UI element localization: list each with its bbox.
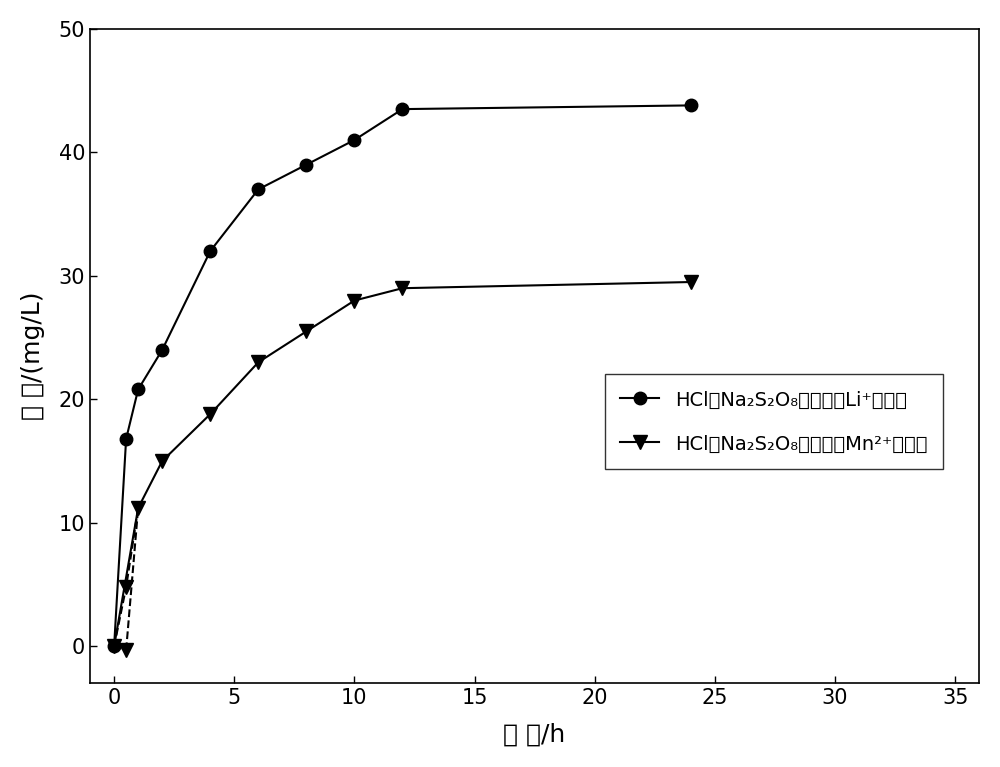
Y-axis label: 浓 度/(mg/L): 浓 度/(mg/L) [21, 292, 45, 420]
Legend: HCl和Na₂S₂O₈为脱锂剂Li⁺脱出量, HCl和Na₂S₂O₈为脱锂剂Mn²⁺溶损量: HCl和Na₂S₂O₈为脱锂剂Li⁺脱出量, HCl和Na₂S₂O₈为脱锂剂Mn… [605, 374, 943, 469]
X-axis label: 时 间/h: 时 间/h [503, 723, 566, 746]
